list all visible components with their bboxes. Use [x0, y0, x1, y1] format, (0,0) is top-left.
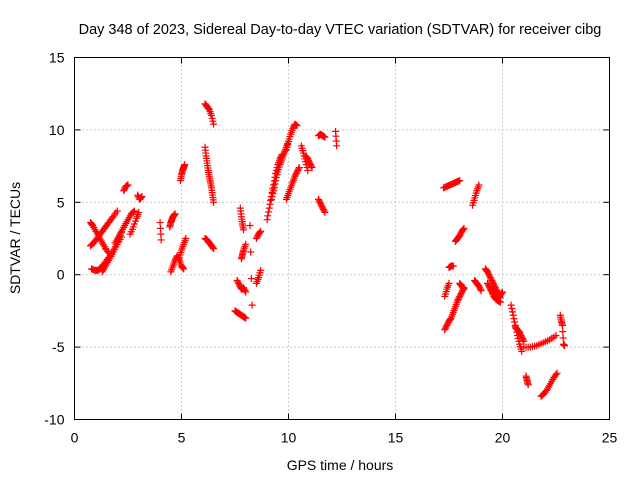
- data-point: [130, 207, 138, 215]
- data-point: [321, 208, 329, 216]
- data-point: [266, 200, 274, 208]
- data-point: [508, 308, 516, 316]
- data-point: [264, 212, 272, 220]
- x-tick-label: 10: [281, 430, 297, 446]
- data-point: [242, 240, 250, 248]
- data-point: [265, 208, 273, 216]
- x-tick-label: 5: [178, 430, 186, 446]
- data-point: [241, 287, 249, 295]
- data-point: [265, 204, 273, 212]
- data-point: [561, 342, 569, 350]
- data-point: [175, 255, 183, 263]
- data-point: [263, 216, 271, 224]
- data-point: [242, 314, 250, 322]
- data-point: [256, 228, 264, 236]
- data-point: [295, 164, 303, 172]
- data-point: [498, 289, 506, 297]
- y-tick-label: 5: [57, 194, 65, 210]
- x-tick-label: 15: [388, 430, 404, 446]
- data-point: [308, 164, 316, 172]
- data-point: [210, 120, 218, 128]
- data-point: [449, 262, 457, 270]
- data-point: [242, 288, 250, 296]
- data-point: [180, 265, 188, 273]
- data-point: [294, 165, 302, 173]
- data-point: [509, 311, 517, 319]
- data-point: [456, 177, 464, 185]
- data-point: [293, 122, 301, 130]
- data-marks: [87, 100, 569, 400]
- data-point: [240, 226, 248, 234]
- data-point: [270, 183, 278, 191]
- data-point: [476, 285, 484, 293]
- data-point: [475, 181, 483, 189]
- data-point: [477, 287, 485, 295]
- data-point: [135, 208, 143, 216]
- data-point: [524, 381, 532, 389]
- data-point: [507, 301, 515, 309]
- data-point: [496, 298, 504, 306]
- y-tick-label: -10: [44, 412, 64, 428]
- data-point: [267, 196, 275, 204]
- data-point: [247, 248, 255, 256]
- y-tick-label: -5: [52, 339, 65, 355]
- data-point: [445, 279, 453, 287]
- data-point: [137, 193, 145, 201]
- data-point: [460, 224, 468, 232]
- data-point: [270, 187, 278, 195]
- data-point: [510, 315, 518, 323]
- y-tick-label: 10: [49, 122, 65, 138]
- data-point: [138, 193, 146, 201]
- data-point: [209, 244, 217, 252]
- y-axis-label: SDTVAR / TECUs: [7, 182, 23, 294]
- data-point: [113, 207, 121, 215]
- data-point: [257, 227, 265, 235]
- data-point: [511, 318, 519, 326]
- data-point: [559, 334, 567, 342]
- data-point: [171, 210, 179, 218]
- data-point: [553, 369, 561, 377]
- data-point: [181, 161, 189, 169]
- data-point: [247, 275, 255, 283]
- data-point: [182, 235, 190, 242]
- plot-frame: [74, 57, 610, 420]
- data-point: [307, 162, 315, 170]
- data-point: [257, 266, 265, 274]
- chart-title: Day 348 of 2023, Sidereal Day-to-day VTE…: [79, 22, 602, 38]
- data-point: [124, 181, 132, 189]
- data-point: [246, 221, 254, 229]
- data-point: [179, 264, 187, 272]
- x-tick-label: 0: [71, 430, 79, 446]
- data-point: [210, 245, 218, 253]
- data-point: [559, 328, 567, 336]
- grid-lines: [74, 57, 610, 420]
- axis-ticks: [74, 57, 610, 420]
- data-point: [210, 198, 218, 206]
- data-point: [304, 166, 312, 174]
- data-point: [333, 142, 341, 150]
- data-point: [459, 284, 467, 292]
- data-point: [320, 207, 328, 215]
- y-tick-label: 0: [57, 267, 65, 283]
- x-tick-label: 20: [495, 430, 511, 446]
- data-point: [157, 236, 165, 244]
- data-point: [519, 336, 527, 344]
- data-point: [552, 332, 560, 340]
- data-point: [271, 180, 279, 188]
- data-point: [321, 133, 329, 141]
- x-axis-label: GPS time / hours: [287, 457, 394, 473]
- x-tick-label: 25: [602, 430, 618, 446]
- data-point: [552, 371, 560, 379]
- data-point: [508, 304, 516, 312]
- data-point: [460, 285, 468, 293]
- data-point: [499, 288, 506, 296]
- data-point: [459, 225, 467, 233]
- tick-labels: 0 5 10 15 20 25 -10 -5 0 5 10 15: [44, 50, 617, 446]
- data-point: [248, 301, 256, 309]
- y-tick-label: 15: [49, 50, 65, 66]
- data-point: [518, 347, 526, 355]
- data-point: [558, 321, 566, 329]
